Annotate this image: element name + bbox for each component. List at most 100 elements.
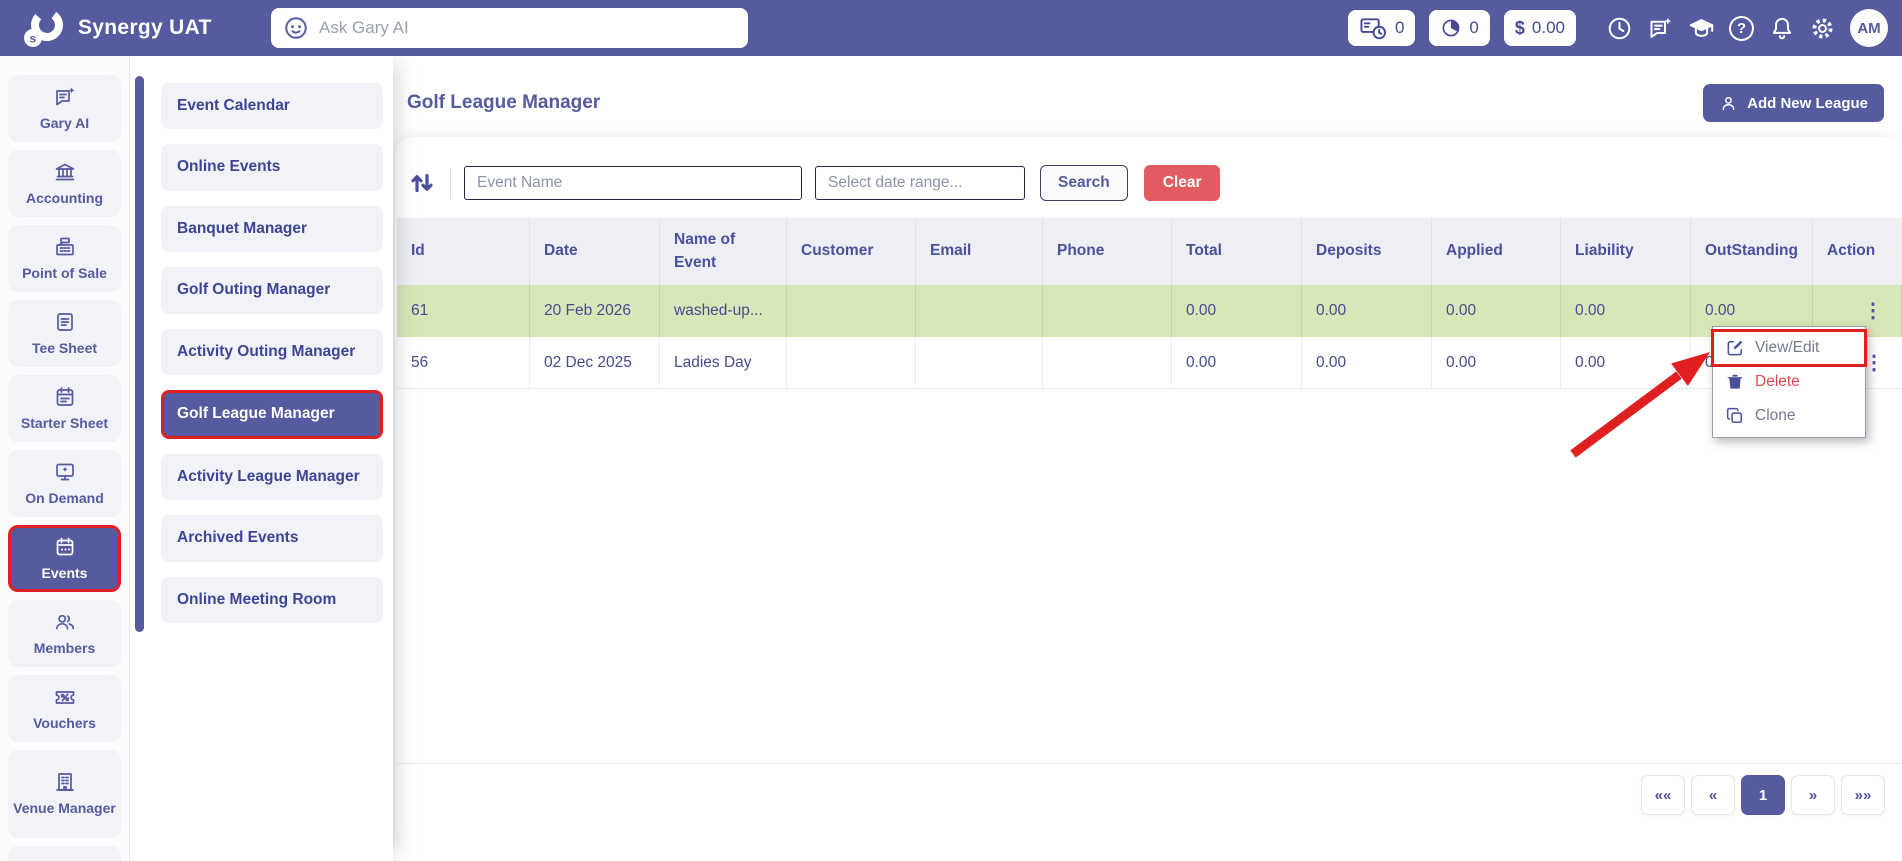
submenu-item-online-meeting-room[interactable]: Online Meeting Room	[161, 576, 383, 624]
cell-applied: 0.00	[1432, 337, 1561, 389]
sidebar-item-label: Starter Sheet	[20, 414, 109, 431]
calendar-icon	[53, 535, 77, 559]
pagination-last-button[interactable]: »»	[1841, 775, 1885, 815]
events-submenu: Event Calendar Online Events Banquet Man…	[133, 56, 393, 861]
trash-icon	[1727, 374, 1743, 389]
sidebar-item-point-of-sale[interactable]: Point of Sale	[8, 225, 121, 292]
register-stat-badge[interactable]: 0	[1347, 10, 1416, 46]
pagination-first-button[interactable]: ««	[1641, 775, 1685, 815]
submenu-item-golf-league-manager[interactable]: Golf League Manager	[161, 390, 383, 439]
submenu-item-activity-league-manager[interactable]: Activity League Manager	[161, 453, 383, 501]
sidebar-item-gary-ai[interactable]: Gary AI	[8, 75, 121, 142]
sidebar-item-label: Point of Sale	[22, 264, 107, 281]
cash-register-icon	[53, 235, 77, 259]
table-row[interactable]: 56 02 Dec 2025 Ladies Day 0.00 0.00 0.00…	[397, 337, 1902, 389]
sidebar-item-vouchers[interactable]: Vouchers	[8, 675, 121, 742]
synergy-logo-icon[interactable]: s	[20, 6, 66, 50]
sidebar-item-venue-manager[interactable]: Venue Manager	[8, 750, 121, 838]
cell-email	[916, 285, 1043, 337]
user-avatar[interactable]: AM	[1850, 9, 1888, 47]
cell-date: 02 Dec 2025	[530, 337, 660, 389]
notifications-bell-icon[interactable]	[1768, 15, 1795, 42]
help-icon[interactable]: ?	[1729, 15, 1754, 41]
sidebar-item-label: Accounting	[26, 189, 103, 206]
column-header-liability: Liability	[1561, 218, 1691, 285]
cell-deposits: 0.00	[1302, 337, 1432, 389]
context-menu-label: Delete	[1755, 373, 1800, 390]
ask-gary-ai-input[interactable]	[319, 18, 736, 38]
table-bottom-divider	[397, 763, 1902, 764]
cell-liability: 0.00	[1561, 337, 1691, 389]
sidebar-item-partial[interactable]	[8, 846, 121, 861]
register-clock-icon	[1359, 17, 1388, 40]
filter-divider	[450, 168, 451, 198]
submenu-scrollbar[interactable]	[135, 76, 144, 632]
pagination-prev-button[interactable]: «	[1691, 775, 1735, 815]
filter-row: Search Clear	[407, 165, 1221, 201]
building-icon	[53, 770, 77, 794]
sidebar-item-label: Vouchers	[33, 714, 96, 731]
context-menu-delete[interactable]: Delete	[1713, 365, 1865, 399]
context-menu-view-edit[interactable]: View/Edit	[1711, 329, 1867, 367]
submenu-item-banquet-manager[interactable]: Banquet Manager	[161, 205, 383, 253]
date-range-input[interactable]	[815, 166, 1025, 200]
ask-gary-ai-box[interactable]	[271, 8, 748, 48]
submenu-item-event-calendar[interactable]: Event Calendar	[161, 83, 383, 130]
cell-liability: 0.00	[1561, 285, 1691, 337]
add-new-league-button[interactable]: Add New League	[1703, 84, 1884, 122]
sidebar-item-label: Tee Sheet	[31, 339, 98, 356]
timer-stat-badge[interactable]: 0	[1429, 10, 1490, 46]
context-menu-label: Clone	[1755, 407, 1796, 424]
clipboard-calendar-icon	[53, 385, 77, 409]
dollar-icon: $	[1514, 17, 1525, 38]
edit-icon	[1727, 340, 1743, 356]
column-header-phone: Phone	[1043, 218, 1172, 285]
app-title: Synergy UAT	[78, 16, 212, 39]
cash-stat-value: 0.00	[1531, 18, 1565, 37]
sidebar-item-tee-sheet[interactable]: Tee Sheet	[8, 300, 121, 367]
cell-total: 0.00	[1172, 337, 1302, 389]
pagination: «« « 1 » »»	[1641, 775, 1885, 815]
search-button[interactable]: Search	[1040, 165, 1128, 201]
sidebar-item-accounting[interactable]: Accounting	[8, 150, 121, 217]
clock-icon[interactable]	[1606, 15, 1633, 42]
row-actions-kebab-icon[interactable]: ⋮	[1864, 351, 1884, 374]
swap-sort-icon[interactable]	[407, 168, 437, 198]
column-header-deposits: Deposits	[1302, 218, 1432, 285]
svg-text:s: s	[30, 32, 37, 46]
sidebar-item-label: On Demand	[25, 489, 104, 506]
settings-gear-icon[interactable]	[1809, 15, 1836, 42]
column-header-name-of-event: Name of Event	[660, 218, 787, 285]
submenu-item-online-events[interactable]: Online Events	[161, 144, 383, 191]
pagination-page-1-button[interactable]: 1	[1741, 775, 1785, 815]
context-menu-clone[interactable]: Clone	[1713, 399, 1865, 433]
academy-icon[interactable]	[1688, 15, 1715, 42]
submenu-item-archived-events[interactable]: Archived Events	[161, 515, 383, 562]
feedback-icon[interactable]	[1647, 15, 1674, 42]
sidebar-item-starter-sheet[interactable]: Starter Sheet	[8, 375, 121, 442]
cell-phone	[1043, 285, 1172, 337]
column-header-date: Date	[530, 218, 660, 285]
submenu-item-golf-outing-manager[interactable]: Golf Outing Manager	[161, 267, 383, 314]
sidebar-item-on-demand[interactable]: On Demand	[8, 450, 121, 517]
column-header-outstanding: OutStanding	[1691, 218, 1813, 285]
column-header-customer: Customer	[787, 218, 916, 285]
event-name-input[interactable]	[464, 166, 802, 200]
table-header-row: Id Date Name of Event Customer Email Pho…	[397, 218, 1902, 285]
pagination-next-button[interactable]: »	[1791, 775, 1835, 815]
cell-id: 61	[397, 285, 530, 337]
clear-button[interactable]: Clear	[1143, 165, 1221, 201]
sidebar-item-events[interactable]: Events	[8, 525, 121, 592]
sidebar-item-label: Events	[41, 564, 88, 581]
table-row[interactable]: 61 20 Feb 2026 washed-up... 0.00 0.00 0.…	[397, 285, 1902, 337]
cash-stat-badge[interactable]: $ 0.00	[1503, 10, 1576, 46]
column-header-action: Action	[1813, 218, 1902, 285]
row-actions-kebab-icon[interactable]: ⋮	[1863, 300, 1883, 322]
page-title: Golf League Manager	[407, 92, 601, 113]
submenu-item-activity-outing-manager[interactable]: Activity Outing Manager	[161, 328, 383, 376]
ticket-percent-icon	[53, 685, 77, 709]
timer-stat-value: 0	[1469, 18, 1479, 37]
chat-sparkle-icon	[53, 85, 77, 109]
cell-id: 56	[397, 337, 530, 389]
sidebar-item-members[interactable]: Members	[8, 600, 121, 667]
